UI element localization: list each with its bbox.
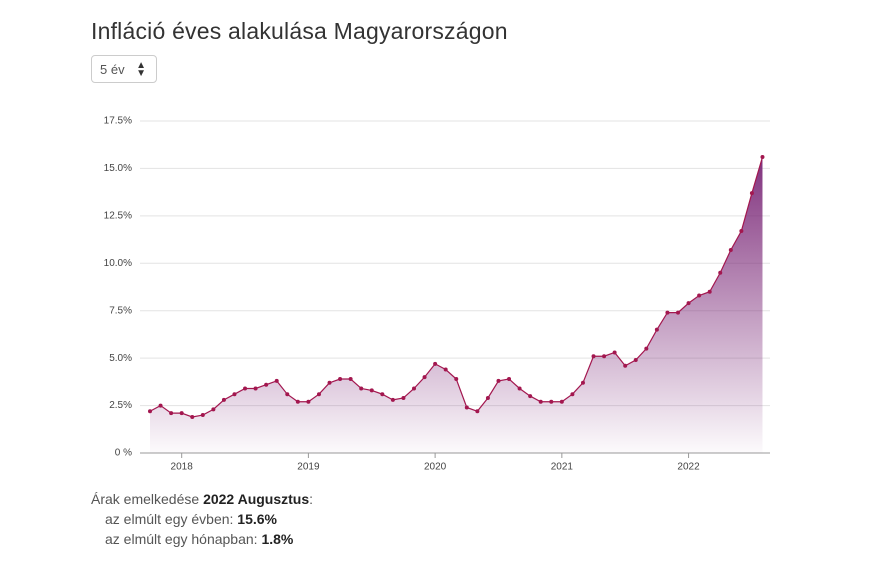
point bbox=[633, 358, 638, 363]
point bbox=[232, 392, 237, 397]
point bbox=[190, 414, 195, 419]
y-tick-label: 15.0% bbox=[104, 163, 132, 174]
point bbox=[654, 327, 659, 332]
select-value: 5 év bbox=[100, 62, 125, 77]
point bbox=[443, 367, 448, 372]
point bbox=[306, 399, 311, 404]
point bbox=[475, 409, 480, 414]
point bbox=[338, 377, 343, 382]
point bbox=[549, 399, 554, 404]
point bbox=[169, 411, 174, 416]
point bbox=[422, 375, 427, 380]
point bbox=[718, 270, 723, 275]
point bbox=[274, 378, 279, 383]
summary-line: az elmúlt egy hónapban: 1.8% bbox=[91, 529, 313, 549]
year-value: 15.6% bbox=[237, 511, 277, 527]
summary-line: az elmúlt egy évben: 15.6% bbox=[91, 509, 313, 529]
point bbox=[676, 310, 680, 315]
point bbox=[148, 409, 152, 414]
point bbox=[739, 229, 744, 234]
point bbox=[158, 403, 163, 408]
y-tick-label: 12.5% bbox=[104, 210, 132, 221]
point bbox=[348, 377, 353, 382]
summary-period: 2022 Augusztus bbox=[203, 491, 310, 507]
point bbox=[612, 350, 617, 355]
point bbox=[264, 382, 269, 387]
point bbox=[570, 392, 575, 397]
summary-intro: Árak emelkedése bbox=[91, 491, 200, 507]
point bbox=[760, 155, 765, 160]
title: Infláció éves alakulása Magyarországon bbox=[91, 18, 508, 44]
period-select[interactable]: 5 év ▲ ▼ bbox=[91, 55, 157, 83]
point bbox=[602, 354, 607, 359]
point bbox=[295, 399, 300, 404]
point bbox=[380, 392, 385, 397]
point bbox=[485, 395, 490, 400]
point bbox=[728, 248, 733, 253]
y-tick-label: 7.5% bbox=[109, 305, 132, 316]
x-tick-label: 2019 bbox=[297, 462, 320, 473]
point bbox=[591, 354, 596, 359]
y-tick-label: 5.0% bbox=[109, 353, 132, 364]
chart: 0 % 2.5% 5.0% 7.5% 10.0% 12.5% 15.0% 17.5% 2018 2… bbox=[104, 116, 770, 473]
month-value: 1.8% bbox=[261, 531, 294, 547]
point bbox=[401, 395, 406, 400]
point bbox=[359, 386, 364, 391]
point bbox=[464, 405, 469, 410]
point bbox=[697, 293, 702, 298]
summary: Árak emelkedése 2022 Augusztus: az elmúl… bbox=[91, 489, 313, 549]
point bbox=[369, 388, 374, 393]
x-tick-label: 2018 bbox=[171, 462, 194, 473]
year-label: az elmúlt egy évben: bbox=[105, 511, 234, 527]
point bbox=[454, 377, 459, 382]
y-tick-label: 0 % bbox=[115, 448, 132, 459]
y-tick-label: 17.5% bbox=[104, 116, 132, 127]
point bbox=[496, 378, 501, 383]
x-tick-label: 2022 bbox=[677, 462, 700, 473]
point bbox=[749, 191, 754, 196]
y-tick-label: 2.5% bbox=[109, 400, 132, 411]
point bbox=[517, 386, 522, 391]
point bbox=[686, 301, 691, 306]
point bbox=[559, 399, 564, 404]
x-tick-label: 2020 bbox=[424, 462, 447, 473]
point bbox=[316, 392, 321, 397]
point bbox=[200, 413, 205, 418]
point bbox=[528, 394, 533, 399]
area bbox=[150, 157, 763, 453]
point bbox=[179, 411, 184, 416]
point bbox=[644, 346, 649, 351]
point bbox=[243, 386, 248, 391]
point bbox=[507, 377, 512, 382]
point bbox=[433, 361, 438, 366]
point bbox=[327, 380, 332, 385]
month-label: az elmúlt egy hónapban: bbox=[105, 531, 258, 547]
point bbox=[538, 399, 543, 404]
point bbox=[665, 310, 670, 315]
y-tick-label: 10.0% bbox=[104, 258, 132, 269]
summary-line: Árak emelkedése 2022 Augusztus: bbox=[91, 489, 313, 509]
point bbox=[211, 407, 216, 412]
point bbox=[580, 380, 585, 385]
summary-colon: : bbox=[309, 491, 314, 507]
select-arrow: ▲ ▼ bbox=[136, 60, 146, 79]
point bbox=[285, 392, 290, 397]
point bbox=[390, 397, 395, 402]
x-tick-label: 2021 bbox=[551, 462, 574, 473]
point bbox=[623, 363, 628, 368]
point bbox=[221, 397, 226, 402]
point bbox=[412, 386, 416, 391]
point bbox=[253, 386, 258, 391]
point bbox=[707, 289, 712, 294]
